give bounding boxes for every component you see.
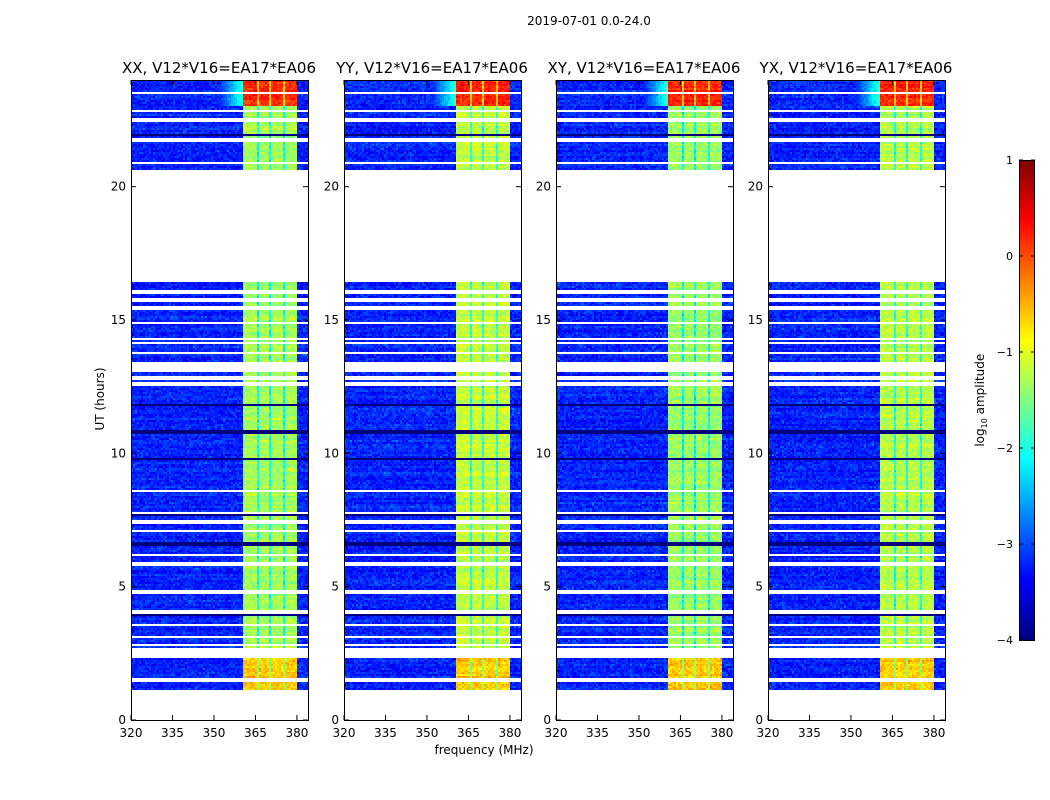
panel-frame bbox=[344, 80, 522, 721]
colorbar-tick-label: 1 bbox=[1006, 154, 1013, 167]
colorbar-label-sub: 10 bbox=[980, 418, 990, 429]
x-tick-label: 380 bbox=[922, 726, 945, 740]
y-tick-label: 0 bbox=[118, 713, 126, 727]
x-tick-label: 350 bbox=[840, 726, 863, 740]
x-tick-label: 380 bbox=[498, 726, 521, 740]
colorbar-label-log: log bbox=[972, 428, 987, 447]
x-tick-label: 365 bbox=[457, 726, 480, 740]
waterfall-yx bbox=[768, 80, 945, 720]
y-tick-label: 15 bbox=[324, 313, 339, 327]
x-tick-label: 350 bbox=[628, 726, 651, 740]
x-tick-label: 335 bbox=[161, 726, 184, 740]
panel-title-xy: XY, V12*V16=EA17*EA06 bbox=[547, 59, 741, 77]
y-tick-label: 5 bbox=[331, 580, 339, 594]
colorbar-tick-label: −2 bbox=[997, 442, 1013, 455]
y-tick-label: 15 bbox=[748, 313, 763, 327]
x-tick-label: 320 bbox=[545, 726, 568, 740]
panel-title-yy: YY, V12*V16=EA17*EA06 bbox=[336, 59, 528, 77]
x-tick-label: 350 bbox=[203, 726, 226, 740]
x-tick-label: 320 bbox=[333, 726, 356, 740]
x-tick-label: 365 bbox=[669, 726, 692, 740]
panel-frame bbox=[768, 80, 946, 721]
x-tick-label: 365 bbox=[881, 726, 904, 740]
y-tick-label: 5 bbox=[543, 580, 551, 594]
y-tick-label: 20 bbox=[748, 180, 763, 194]
y-tick-label: 15 bbox=[111, 313, 126, 327]
x-tick-label: 335 bbox=[374, 726, 397, 740]
x-tick-label: 335 bbox=[798, 726, 821, 740]
waterfall-xy bbox=[556, 80, 733, 720]
colorbar-label-rest: amplitude bbox=[972, 353, 987, 419]
y-tick-label: 10 bbox=[536, 446, 551, 460]
y-axis-label: UT (hours) bbox=[93, 367, 107, 431]
y-tick-label: 20 bbox=[111, 180, 126, 194]
colorbar-tick-label: 0 bbox=[1006, 250, 1013, 263]
panel-frame bbox=[556, 80, 734, 721]
y-tick-label: 0 bbox=[755, 713, 763, 727]
figure-title: 2019-07-01 0.0-24.0 bbox=[527, 14, 651, 28]
y-tick-label: 10 bbox=[324, 446, 339, 460]
y-tick-label: 10 bbox=[111, 446, 126, 460]
y-tick-label: 20 bbox=[324, 180, 339, 194]
x-tick-label: 320 bbox=[757, 726, 780, 740]
y-tick-label: 15 bbox=[536, 313, 551, 327]
colorbar-tick-label: −1 bbox=[997, 346, 1013, 359]
y-tick-label: 0 bbox=[543, 713, 551, 727]
y-tick-label: 0 bbox=[331, 713, 339, 727]
x-axis-label: frequency (MHz) bbox=[434, 743, 534, 757]
colorbar bbox=[1019, 160, 1034, 640]
colorbar-frame bbox=[1019, 160, 1035, 641]
y-tick-label: 5 bbox=[118, 580, 126, 594]
x-tick-label: 380 bbox=[285, 726, 308, 740]
y-tick-label: 10 bbox=[748, 446, 763, 460]
x-tick-label: 365 bbox=[244, 726, 267, 740]
panel-frame bbox=[131, 80, 309, 721]
x-tick-label: 380 bbox=[710, 726, 733, 740]
colorbar-tick-label: −3 bbox=[997, 538, 1013, 551]
panel-title-yx: YX, V12*V16=EA17*EA06 bbox=[759, 59, 953, 77]
waterfall-yy bbox=[344, 80, 521, 720]
y-tick-label: 5 bbox=[755, 580, 763, 594]
colorbar-tick-label: −4 bbox=[997, 634, 1013, 647]
panel-title-xx: XX, V12*V16=EA17*EA06 bbox=[121, 59, 316, 77]
x-tick-label: 350 bbox=[416, 726, 439, 740]
x-tick-label: 320 bbox=[120, 726, 143, 740]
waterfall-xx bbox=[131, 80, 308, 720]
colorbar-label: log10 amplitude bbox=[973, 340, 989, 460]
x-tick-label: 335 bbox=[586, 726, 609, 740]
y-tick-label: 20 bbox=[536, 180, 551, 194]
